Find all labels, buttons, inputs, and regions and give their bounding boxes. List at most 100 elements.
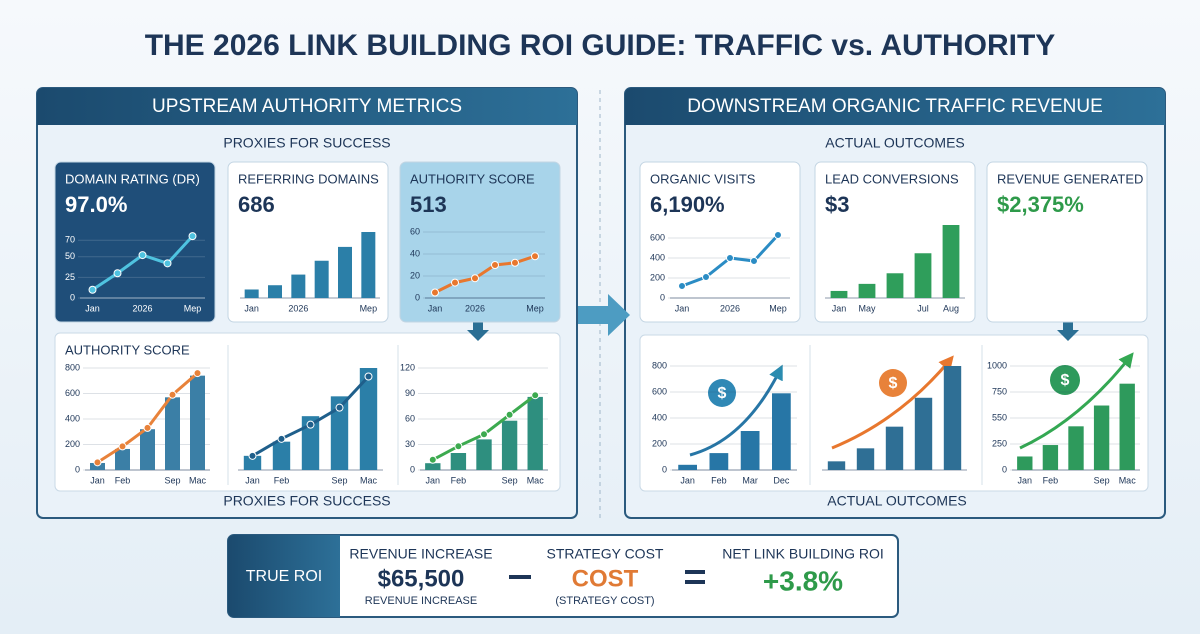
bar <box>361 232 376 298</box>
upstream-heading: UPSTREAM AUTHORITY METRICS <box>152 96 462 117</box>
metric-card <box>986 161 1148 323</box>
x-tick-label: Mep <box>360 303 378 313</box>
x-tick-label: Dec <box>773 475 790 485</box>
bar <box>90 462 105 470</box>
y-tick-label: 0 <box>415 292 420 302</box>
metric-card <box>814 161 976 323</box>
bar <box>942 225 960 298</box>
x-tick-label: Jan <box>244 303 259 313</box>
bar <box>338 246 352 298</box>
point <box>193 369 202 378</box>
downstream-subheading: ACTUAL OUTCOMES <box>825 135 965 151</box>
point <box>480 430 488 439</box>
equals-sign <box>685 580 705 584</box>
y-tick-label: 25 <box>65 272 75 282</box>
trend-arrow <box>689 364 783 457</box>
point <box>143 423 152 432</box>
y-tick-label: 0 <box>75 464 80 474</box>
y-tick-label: 90 <box>405 388 415 398</box>
bar <box>1042 445 1059 470</box>
x-tick-label: Jan <box>680 475 695 485</box>
bar <box>772 393 791 470</box>
bar <box>501 420 518 470</box>
y-tick-label: 200 <box>65 439 80 449</box>
x-tick-label: Sep <box>331 475 347 485</box>
bar <box>943 366 962 470</box>
bar <box>527 396 543 470</box>
y-tick-label: 400 <box>652 412 667 422</box>
point <box>531 252 539 261</box>
x-tick-label: Mac <box>360 475 378 485</box>
card-label: AUTHORITY SCORE <box>410 171 535 186</box>
revenue-title: REVENUE INCREASE <box>349 546 492 562</box>
x-tick-label: 2026 <box>720 303 740 313</box>
card-metric: 686 <box>238 192 275 217</box>
x-tick-label: Feb <box>274 475 290 485</box>
net-value: +3.8% <box>763 565 843 596</box>
cost-caption: (STRATEGY COST) <box>555 595 654 607</box>
upstream-chart-box <box>54 332 561 492</box>
x-tick-label: Mep <box>526 303 544 313</box>
bar <box>827 461 846 470</box>
card-label: DOMAIN RATING (DR) <box>65 171 200 186</box>
down-arrow <box>1057 322 1079 341</box>
point <box>678 282 686 290</box>
metric-card <box>399 161 561 323</box>
cost-title: STRATEGY COST <box>547 546 664 562</box>
trend-arrow <box>831 355 954 450</box>
x-tick-label: Feb <box>711 475 727 485</box>
point <box>138 251 147 260</box>
point <box>335 403 344 412</box>
equals-sign <box>685 570 705 574</box>
section-label: AUTHORITY SCORE <box>65 342 190 357</box>
bar <box>165 397 180 470</box>
y-tick-label: 550 <box>992 412 1007 422</box>
y-tick-label: 400 <box>650 252 665 262</box>
x-tick-label: Sep <box>502 475 518 485</box>
bar <box>1068 426 1084 470</box>
point <box>168 390 177 399</box>
point <box>491 261 499 269</box>
x-tick-label: 2026 <box>288 303 308 313</box>
bar <box>140 429 155 470</box>
x-tick-label: Feb <box>451 475 467 485</box>
y-tick-label: 200 <box>652 438 667 448</box>
card-metric: 97.0% <box>65 192 127 217</box>
point <box>471 274 479 283</box>
x-tick-label: Sep <box>164 475 180 485</box>
net-title: NET LINK BUILDING ROI <box>722 546 884 562</box>
y-tick-label: 120 <box>400 362 415 372</box>
cost-value: COST <box>572 565 639 592</box>
y-tick-label: 800 <box>652 360 667 370</box>
point <box>702 273 710 281</box>
bar <box>268 285 282 298</box>
metric-card <box>639 161 801 323</box>
bar <box>330 396 349 470</box>
bar <box>244 289 259 298</box>
bar <box>314 260 329 298</box>
bar <box>450 453 467 470</box>
point <box>451 278 459 287</box>
upstream-subheading: PROXIES FOR SUCCESS <box>223 135 390 151</box>
downstream-footer: ACTUAL OUTCOMES <box>827 493 967 509</box>
bar <box>425 463 441 470</box>
y-tick-label: 0 <box>662 464 667 474</box>
point <box>113 269 122 278</box>
x-tick-label: Mep <box>184 303 202 313</box>
downstream-heading: DOWNSTREAM ORGANIC TRAFFIC REVENUE <box>687 96 1103 117</box>
bar <box>272 441 291 470</box>
dollar-icons: $ $ $ <box>708 365 1080 407</box>
x-tick-label: Mar <box>742 475 758 485</box>
x-tick-label: Feb <box>115 475 131 485</box>
point <box>163 259 172 268</box>
point <box>118 442 127 451</box>
y-tick-label: 0 <box>660 292 665 302</box>
bar <box>476 439 492 470</box>
point <box>364 372 373 381</box>
point <box>188 232 197 241</box>
point <box>277 434 286 443</box>
upstream-header <box>37 88 577 125</box>
x-tick-label: Jan <box>245 475 260 485</box>
down-arrow <box>467 322 489 341</box>
y-tick-label: 600 <box>652 386 667 396</box>
